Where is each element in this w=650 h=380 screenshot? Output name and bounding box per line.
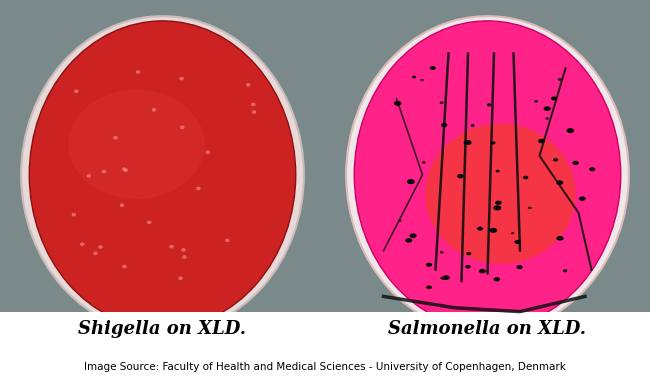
Ellipse shape [122, 265, 126, 268]
Ellipse shape [102, 170, 106, 173]
Ellipse shape [394, 101, 402, 106]
Ellipse shape [425, 124, 576, 264]
Ellipse shape [523, 176, 528, 179]
Ellipse shape [422, 161, 426, 163]
Ellipse shape [589, 167, 595, 171]
Ellipse shape [206, 151, 210, 154]
Ellipse shape [412, 76, 416, 78]
Ellipse shape [430, 66, 436, 70]
Ellipse shape [471, 124, 474, 127]
Ellipse shape [406, 238, 412, 243]
Ellipse shape [74, 90, 78, 93]
Ellipse shape [572, 161, 579, 165]
Ellipse shape [439, 101, 443, 104]
Ellipse shape [538, 139, 545, 143]
Ellipse shape [68, 90, 205, 199]
Ellipse shape [463, 140, 472, 145]
Ellipse shape [543, 106, 551, 111]
Ellipse shape [495, 201, 502, 205]
Ellipse shape [556, 236, 564, 241]
Ellipse shape [170, 245, 174, 248]
Ellipse shape [398, 220, 402, 222]
Ellipse shape [179, 277, 183, 280]
Ellipse shape [72, 213, 76, 216]
Ellipse shape [196, 187, 200, 190]
Ellipse shape [252, 103, 255, 106]
Ellipse shape [148, 221, 151, 224]
Ellipse shape [466, 252, 471, 255]
Ellipse shape [346, 16, 629, 334]
Ellipse shape [226, 239, 229, 242]
Ellipse shape [21, 16, 304, 334]
Ellipse shape [528, 207, 532, 209]
Ellipse shape [487, 103, 491, 106]
Ellipse shape [180, 126, 184, 129]
Ellipse shape [94, 252, 98, 255]
Ellipse shape [493, 277, 500, 282]
Ellipse shape [479, 269, 486, 273]
Ellipse shape [563, 269, 567, 272]
Ellipse shape [152, 108, 156, 111]
Ellipse shape [183, 255, 187, 258]
Ellipse shape [493, 205, 501, 211]
Ellipse shape [410, 233, 417, 238]
Ellipse shape [246, 83, 250, 86]
Text: Shigella on XLD.: Shigella on XLD. [79, 320, 246, 338]
Ellipse shape [579, 196, 586, 201]
Ellipse shape [120, 204, 124, 207]
Ellipse shape [354, 21, 621, 329]
Ellipse shape [567, 128, 574, 133]
Ellipse shape [136, 71, 140, 74]
Ellipse shape [426, 263, 432, 267]
Ellipse shape [252, 111, 256, 114]
Ellipse shape [114, 136, 118, 139]
Ellipse shape [516, 265, 523, 269]
Ellipse shape [441, 123, 447, 127]
Ellipse shape [181, 249, 185, 252]
Ellipse shape [496, 170, 500, 173]
Ellipse shape [87, 174, 91, 177]
Ellipse shape [558, 78, 562, 81]
Ellipse shape [515, 240, 521, 244]
Ellipse shape [477, 226, 483, 231]
Ellipse shape [551, 97, 557, 100]
Ellipse shape [81, 242, 84, 245]
Ellipse shape [511, 232, 514, 234]
Ellipse shape [457, 174, 464, 178]
Ellipse shape [99, 245, 103, 249]
Ellipse shape [426, 285, 432, 289]
Ellipse shape [489, 228, 497, 233]
Ellipse shape [534, 100, 538, 103]
Text: Image Source: Faculty of Health and Medical Sciences - University of Copenhagen,: Image Source: Faculty of Health and Medi… [84, 363, 566, 372]
Ellipse shape [124, 169, 128, 172]
Ellipse shape [122, 168, 126, 171]
Ellipse shape [407, 179, 415, 184]
Ellipse shape [29, 21, 296, 329]
Ellipse shape [491, 141, 495, 144]
Bar [0, 312, 650, 380]
Ellipse shape [545, 117, 549, 120]
Ellipse shape [556, 180, 564, 185]
Ellipse shape [553, 158, 558, 162]
Ellipse shape [441, 277, 445, 280]
Ellipse shape [440, 251, 444, 253]
Ellipse shape [443, 275, 450, 280]
Ellipse shape [421, 79, 424, 81]
Ellipse shape [179, 77, 183, 80]
Text: Salmonella on XLD.: Salmonella on XLD. [389, 320, 586, 338]
Ellipse shape [465, 265, 471, 269]
